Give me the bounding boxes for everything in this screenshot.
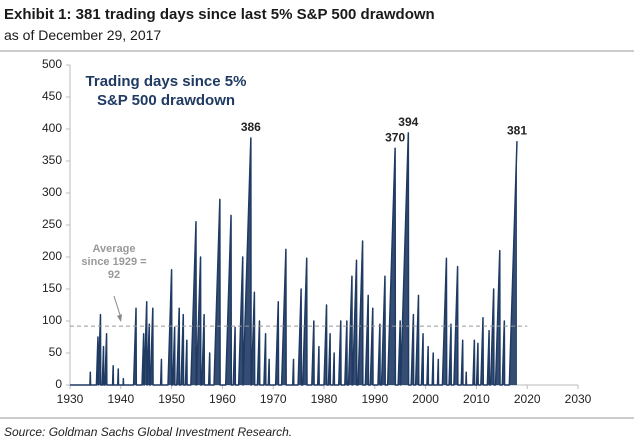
y-tick-label: 350 [42, 153, 62, 167]
data-label: 370 [385, 130, 405, 144]
y-tick-label: 200 [42, 249, 62, 263]
source-note: Source: Goldman Sachs Global Investment … [4, 425, 293, 439]
y-tick-label: 150 [42, 281, 62, 295]
x-tick-label: 1930 [57, 392, 84, 406]
x-tick-label: 1990 [361, 392, 388, 406]
y-tick-label: 450 [42, 89, 62, 103]
x-tick-label: 1970 [260, 392, 287, 406]
area-fill [70, 132, 517, 385]
data-label: 386 [241, 120, 261, 134]
x-tick-label: 1980 [311, 392, 338, 406]
x-tick-label: 2000 [412, 392, 439, 406]
x-tick-label: 1940 [107, 392, 134, 406]
x-tick-label: 2010 [463, 392, 490, 406]
chart-subtitle: as of December 29, 2017 [4, 27, 162, 43]
y-tick-label: 50 [49, 345, 63, 359]
average-annotation: Average since 1929 = 92 [81, 243, 147, 281]
annotation-arrowhead [117, 314, 122, 322]
area-line [70, 132, 518, 386]
y-tick-label: 300 [42, 185, 62, 199]
x-tick-label: 2030 [565, 392, 592, 406]
y-tick-label: 400 [42, 121, 62, 135]
y-tick-label: 0 [55, 377, 62, 391]
y-tick-label: 250 [42, 217, 62, 231]
legend-label: Trading days since 5% S&P 500 drawdown [85, 73, 247, 109]
y-tick-label: 500 [42, 57, 62, 71]
annotation-arrow [113, 295, 122, 319]
x-tick-label: 2020 [514, 392, 541, 406]
data-label: 381 [507, 123, 527, 137]
data-label: 394 [398, 115, 418, 129]
chart-title: Exhibit 1: 381 trading days since last 5… [4, 6, 435, 23]
y-tick-label: 100 [42, 313, 62, 327]
x-tick-label: 1960 [209, 392, 236, 406]
x-tick-label: 1950 [158, 392, 185, 406]
